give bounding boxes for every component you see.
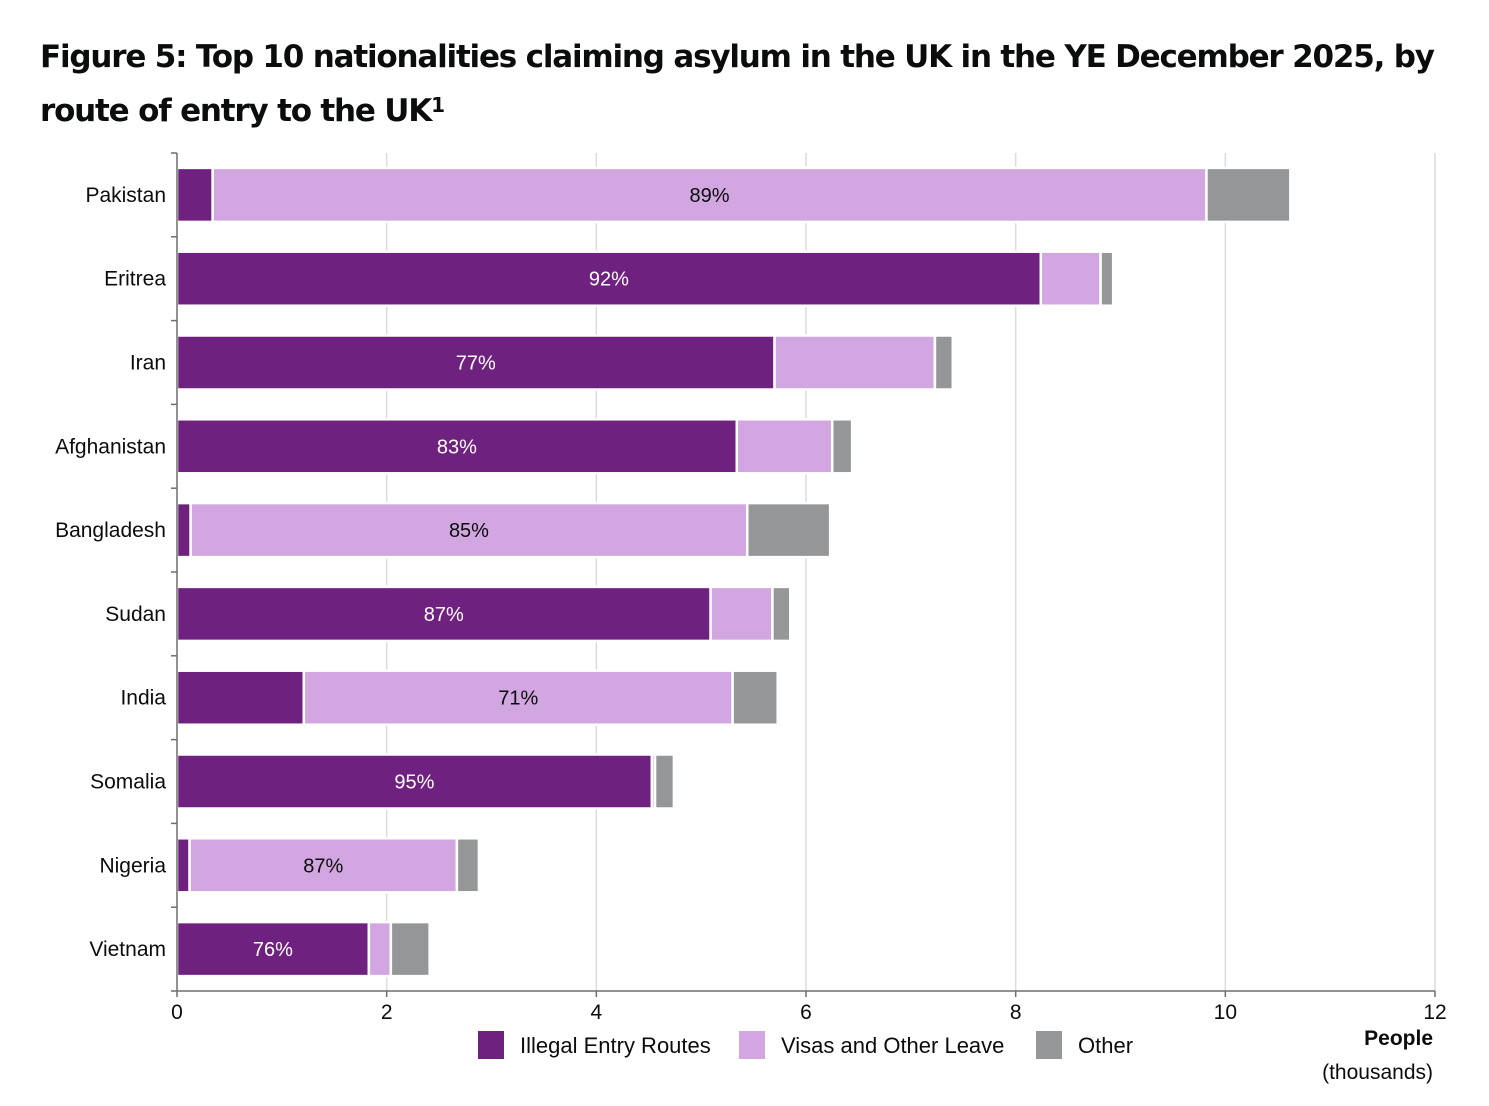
category-label: Nigeria [99, 854, 166, 877]
bar-group-vietnam: 76% [175, 920, 431, 978]
bar-segment-visas-and-other-leave [367, 920, 393, 978]
data-label: 85% [449, 520, 489, 542]
legend-label: Other [1078, 1033, 1133, 1058]
chart-title-text: Figure 5: Top 10 nationalities claiming … [40, 39, 1435, 129]
bar-segment-other [731, 669, 779, 726]
bar-segment-visas-and-other-leave [735, 418, 834, 475]
data-label: 71% [498, 688, 538, 710]
bar-segment-other [830, 418, 854, 475]
bar-group-pakistan: 89% [175, 166, 1292, 224]
category-label: India [120, 687, 166, 710]
legend-swatch [478, 1031, 504, 1059]
x-tick-label: 4 [590, 1001, 602, 1024]
bar-group-india: 71% [175, 669, 779, 726]
bar-group-eritrea: 92% [175, 250, 1115, 307]
data-label: 87% [303, 855, 343, 877]
bar-segment-visas-and-other-leave [211, 166, 1208, 224]
category-label: Vietnam [89, 938, 166, 961]
bar-segment-visas-and-other-leave [709, 585, 774, 643]
legend-item-illegal-entry-routes: Illegal Entry Routes [478, 1031, 711, 1059]
bar-segment-visas-and-other-leave [302, 669, 734, 726]
x-tick-label: 2 [381, 1001, 393, 1024]
bar-segment-visas-and-other-leave [773, 334, 937, 391]
legend: Illegal Entry Routes Visas and Other Leav… [478, 1031, 1133, 1059]
bar-segment-other [771, 585, 792, 643]
bar-segment-illegal-entry-routes [175, 166, 214, 224]
bar-segment-other [653, 753, 676, 810]
title-footnote-marker: 1 [431, 93, 445, 117]
x-axis: 0 2 4 6 8 10 12 [171, 990, 1447, 1024]
bar-segment-visas-and-other-leave [1039, 250, 1102, 307]
bar-group-somalia: 95% [175, 753, 676, 810]
bar-group-afghanistan: 83% [175, 418, 854, 475]
category-label: Somalia [90, 771, 166, 794]
bar-segment-other [389, 920, 431, 978]
bar-segment-other [1099, 250, 1115, 307]
category-label: Pakistan [85, 184, 166, 207]
bar-segment-illegal-entry-routes [175, 669, 306, 726]
legend-swatch [739, 1031, 765, 1059]
x-tick-label: 8 [1010, 1001, 1022, 1024]
x-tick-label: 6 [800, 1001, 812, 1024]
x-tick-label: 12 [1423, 1001, 1446, 1024]
category-label: Iran [130, 352, 166, 375]
bar-group-sudan: 87% [175, 585, 792, 643]
legend-item-other: Other [1036, 1031, 1133, 1059]
data-label: 77% [456, 353, 496, 375]
x-axis-subtitle: (thousands) [1322, 1061, 1433, 1084]
chart-title: Figure 5: Top 10 nationalities claiming … [40, 30, 1460, 138]
data-label: 87% [424, 604, 464, 626]
bar-segment-other [455, 837, 481, 894]
bar-segment-other [746, 501, 832, 559]
data-label: 83% [437, 436, 477, 458]
bar-segment-illegal-entry-routes [175, 501, 192, 559]
data-label: 92% [589, 269, 629, 291]
category-label: Eritrea [104, 268, 166, 291]
category-label: Sudan [105, 603, 166, 626]
bar-group-iran: 77% [175, 334, 955, 391]
bar-segment-other [1205, 166, 1292, 224]
category-label: Bangladesh [55, 519, 166, 542]
legend-label: Visas and Other Leave [781, 1033, 1004, 1058]
bars: 89% 92% 77% 83% 85% 87% 71% 95% 87% 76% [175, 166, 1292, 978]
x-tick-label: 10 [1214, 1001, 1237, 1024]
bar-segment-illegal-entry-routes [175, 837, 191, 894]
legend-swatch [1036, 1031, 1062, 1059]
legend-item-visas-and-other-leave: Visas and Other Leave [739, 1031, 1004, 1059]
y-axis: Pakistan Eritrea Iran Afghanistan Bangladesh… [55, 152, 178, 992]
data-label: 95% [394, 772, 434, 794]
bar-group-bangladesh: 85% [175, 501, 832, 559]
bar-segment-illegal-entry-routes [175, 334, 776, 391]
bar-segment-visas-and-other-leave [189, 501, 749, 559]
data-label: 89% [690, 185, 730, 207]
legend-label: Illegal Entry Routes [520, 1033, 711, 1058]
data-label: 76% [253, 939, 293, 961]
bar-segment-other [933, 334, 955, 391]
x-tick-label: 0 [171, 1001, 183, 1024]
category-label: Afghanistan [55, 435, 166, 458]
x-axis-title: People [1364, 1027, 1433, 1050]
bar-group-nigeria: 87% [175, 837, 481, 894]
